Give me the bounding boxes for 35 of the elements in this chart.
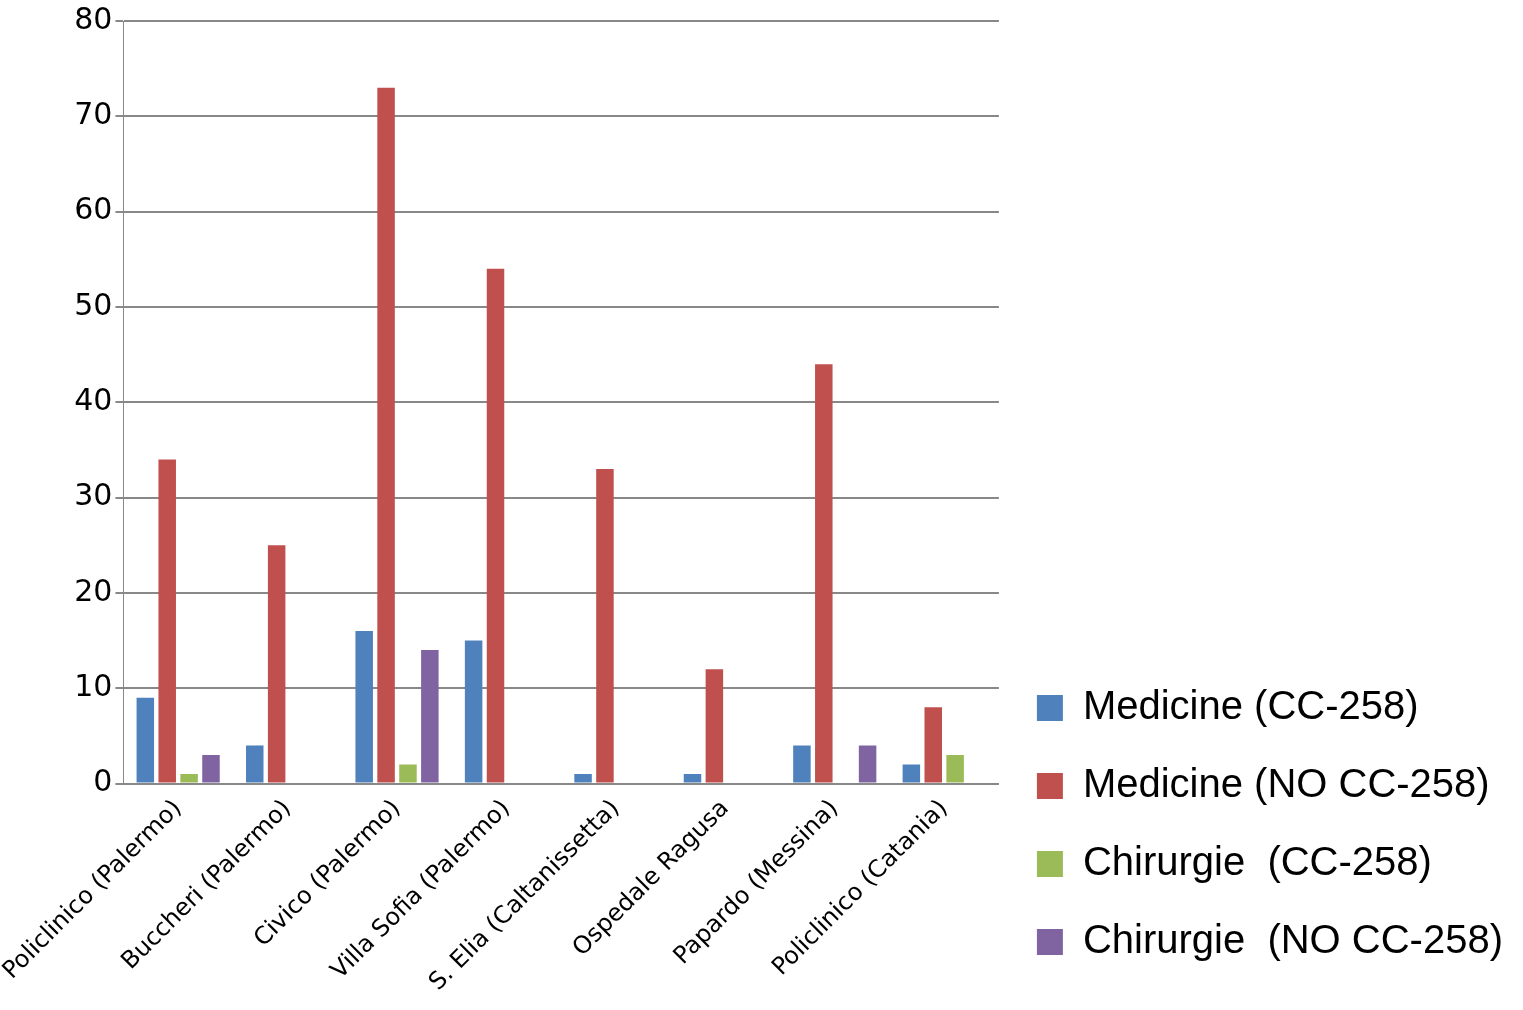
bar	[793, 745, 811, 783]
bar	[705, 669, 724, 783]
legend-label: Medicine (NO CC-258)	[1082, 761, 1490, 806]
bar	[596, 469, 614, 783]
bar	[180, 774, 198, 783]
y-tick-label: 50	[74, 286, 113, 322]
y-tick-label: 40	[74, 382, 113, 418]
bar	[158, 459, 176, 783]
legend-label: Chirurgie (CC-258)	[1082, 839, 1432, 884]
y-tick-label: 0	[93, 763, 113, 799]
bar	[858, 745, 877, 783]
y-tick-label: 10	[74, 668, 113, 704]
bar	[246, 745, 264, 783]
bar	[815, 364, 833, 783]
bar	[136, 697, 155, 783]
legend-label: Chirurgie (NO CC-258)	[1082, 917, 1504, 962]
bar	[377, 87, 395, 783]
bar	[355, 631, 373, 783]
bar	[267, 545, 286, 783]
y-tick-label: 70	[74, 96, 113, 132]
bar	[464, 640, 483, 783]
bar	[486, 268, 505, 783]
bar	[399, 764, 417, 783]
bar	[924, 707, 942, 783]
bar	[574, 774, 592, 783]
bar	[902, 764, 921, 783]
y-tick-label: 60	[74, 191, 113, 227]
y-tick-label: 30	[74, 477, 113, 513]
y-tick-label: 20	[74, 572, 113, 608]
bar	[202, 754, 220, 783]
bar	[946, 754, 964, 783]
y-tick-label: 80	[74, 0, 113, 36]
legend-label: Medicine (CC-258)	[1082, 683, 1419, 728]
bar	[421, 650, 439, 783]
bar	[683, 774, 702, 783]
